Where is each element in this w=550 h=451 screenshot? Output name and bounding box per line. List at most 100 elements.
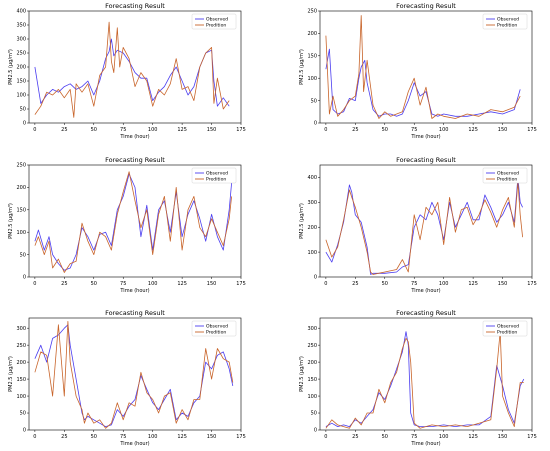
chart-panel: Forecasting Result 0 25 50 75 100 125 150 175 0 50…	[8, 156, 246, 294]
y-tick-label: 100	[307, 250, 317, 256]
x-tick-label: 0	[324, 127, 327, 133]
x-tick-label: 50	[382, 127, 388, 133]
legend-label: Predition	[497, 177, 517, 183]
y-tick-label: 400	[16, 9, 26, 15]
x-tick-label: 150	[498, 434, 508, 440]
y-axis-label: PM2.5 (μg/m³)	[8, 203, 14, 239]
x-tick-label: 125	[468, 127, 478, 133]
x-tick-label: 75	[120, 127, 126, 133]
y-tick-label: 200	[307, 225, 317, 231]
x-tick-label: 25	[352, 127, 358, 133]
y-tick-label: 200	[16, 185, 26, 191]
y-tick-label: 250	[16, 51, 26, 57]
x-tick-label: 25	[61, 281, 67, 287]
legend-label: Predition	[497, 330, 517, 336]
y-tick-label: 150	[307, 377, 317, 383]
chart-panel: Forecasting Result 0 25 50 75 100 125 150 175 0 50…	[8, 2, 246, 140]
x-axis-label: Time (hour)	[410, 134, 440, 140]
series-line-predition	[325, 15, 521, 119]
x-axis-label: Time (hour)	[119, 288, 149, 294]
y-tick-label: 100	[307, 394, 317, 400]
x-tick-label: 75	[120, 434, 126, 440]
y-tick-label: 100	[16, 230, 26, 236]
y-tick-label: 100	[16, 93, 26, 99]
x-tick-label: 100	[439, 127, 449, 133]
y-tick-label: 100	[16, 394, 26, 400]
x-tick-label: 125	[468, 434, 478, 440]
x-tick-label: 125	[177, 434, 187, 440]
y-tick-label: 0	[314, 428, 317, 434]
series-line-observed	[325, 48, 521, 117]
x-tick-label: 50	[91, 434, 97, 440]
series-line-predition	[325, 181, 523, 275]
x-tick-label: 25	[352, 434, 358, 440]
legend-label: Observed	[206, 324, 228, 330]
y-tick-label: 300	[16, 37, 26, 43]
x-tick-label: 25	[61, 434, 67, 440]
x-tick-label: 100	[148, 434, 158, 440]
legend-label: Observed	[497, 17, 519, 23]
x-tick-label: 175	[236, 127, 246, 133]
legend-label: Observed	[497, 324, 519, 330]
x-tick-label: 50	[382, 434, 388, 440]
y-tick-label: 200	[16, 65, 26, 71]
plot-area-frame	[28, 164, 242, 278]
x-axis-label: Time (hour)	[410, 288, 440, 294]
series-line-observed	[325, 176, 523, 275]
x-tick-label: 25	[61, 127, 67, 133]
y-tick-label: 50	[20, 411, 26, 417]
x-tick-label: 75	[120, 281, 126, 287]
y-tick-label: 300	[16, 326, 26, 332]
y-axis-label: PM2.5 (μg/m³)	[8, 356, 14, 392]
x-tick-label: 50	[382, 281, 388, 287]
chart-title: Forecasting Result	[105, 309, 165, 317]
y-tick-label: 50	[20, 107, 26, 113]
y-tick-label: 0	[23, 428, 26, 434]
x-tick-label: 125	[177, 281, 187, 287]
series-line-predition	[325, 331, 524, 429]
x-tick-label: 125	[468, 281, 478, 287]
x-axis-label: Time (hour)	[410, 441, 440, 447]
y-axis-label: PM2.5 (μg/m³)	[299, 49, 305, 85]
x-tick-label: 150	[498, 281, 508, 287]
y-tick-label: 250	[307, 343, 317, 349]
y-tick-label: 250	[16, 343, 26, 349]
x-tick-label: 75	[411, 281, 417, 287]
x-tick-label: 50	[91, 281, 97, 287]
y-tick-label: 400	[307, 175, 317, 181]
plot-area-frame	[28, 317, 242, 431]
series-line-observed	[34, 173, 232, 271]
y-tick-label: 200	[307, 31, 317, 37]
x-tick-label: 0	[324, 434, 327, 440]
x-tick-label: 150	[207, 281, 217, 287]
series-line-predition	[34, 320, 234, 429]
chart-panel: Forecasting Result 0 25 50 75 100 125 150 175 0 50…	[8, 309, 246, 447]
x-tick-label: 25	[352, 281, 358, 287]
series-line-predition	[34, 21, 230, 118]
x-tick-label: 100	[148, 127, 158, 133]
x-tick-label: 0	[33, 127, 36, 133]
y-tick-label: 300	[307, 200, 317, 206]
x-tick-label: 175	[236, 281, 246, 287]
plot-area-frame	[319, 10, 533, 124]
x-tick-label: 125	[177, 127, 187, 133]
y-axis-label: PM2.5 (μg/m³)	[299, 356, 305, 392]
y-tick-label: 200	[307, 360, 317, 366]
plot-area-frame	[319, 164, 533, 278]
y-tick-label: 50	[20, 252, 26, 258]
series-line-observed	[325, 331, 525, 428]
legend-label: Observed	[206, 171, 228, 177]
series-line-predition	[34, 171, 232, 273]
chart-title: Forecasting Result	[396, 2, 456, 10]
x-tick-label: 175	[527, 281, 537, 287]
legend-label: Observed	[206, 17, 228, 23]
legend-label: Predition	[206, 23, 226, 29]
legend-label: Observed	[497, 171, 519, 177]
y-tick-label: 250	[16, 163, 26, 169]
y-tick-label: 150	[16, 377, 26, 383]
x-tick-label: 75	[411, 434, 417, 440]
chart-title: Forecasting Result	[396, 156, 456, 164]
x-tick-label: 175	[236, 434, 246, 440]
legend-label: Predition	[497, 23, 517, 29]
